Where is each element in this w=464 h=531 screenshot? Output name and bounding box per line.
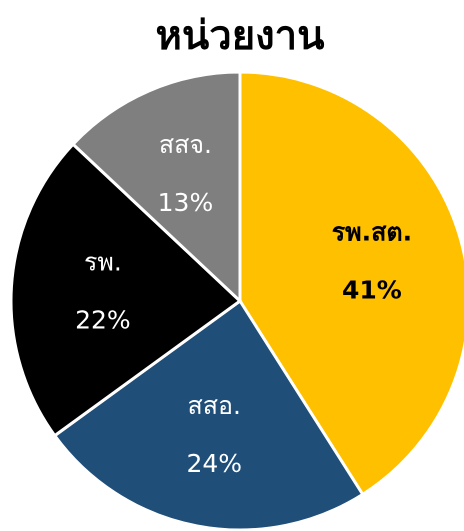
slice-value-label: 41% [342, 276, 402, 305]
slice-value-label: 22% [75, 305, 131, 334]
pie-slice [9, 142, 243, 438]
slice-category-label: สสอ. [188, 391, 241, 420]
slice-value-label: 13% [158, 188, 214, 217]
pie-slice [52, 298, 365, 531]
pie-slice [70, 70, 242, 305]
slice-category-label: รพ. [84, 247, 122, 276]
chart-title: หน่วยงาน [156, 13, 325, 59]
slice-category-label: สสจ. [159, 130, 212, 159]
slice-value-label: 24% [186, 449, 242, 478]
slice-category-label: รพ.สต. [332, 218, 412, 247]
